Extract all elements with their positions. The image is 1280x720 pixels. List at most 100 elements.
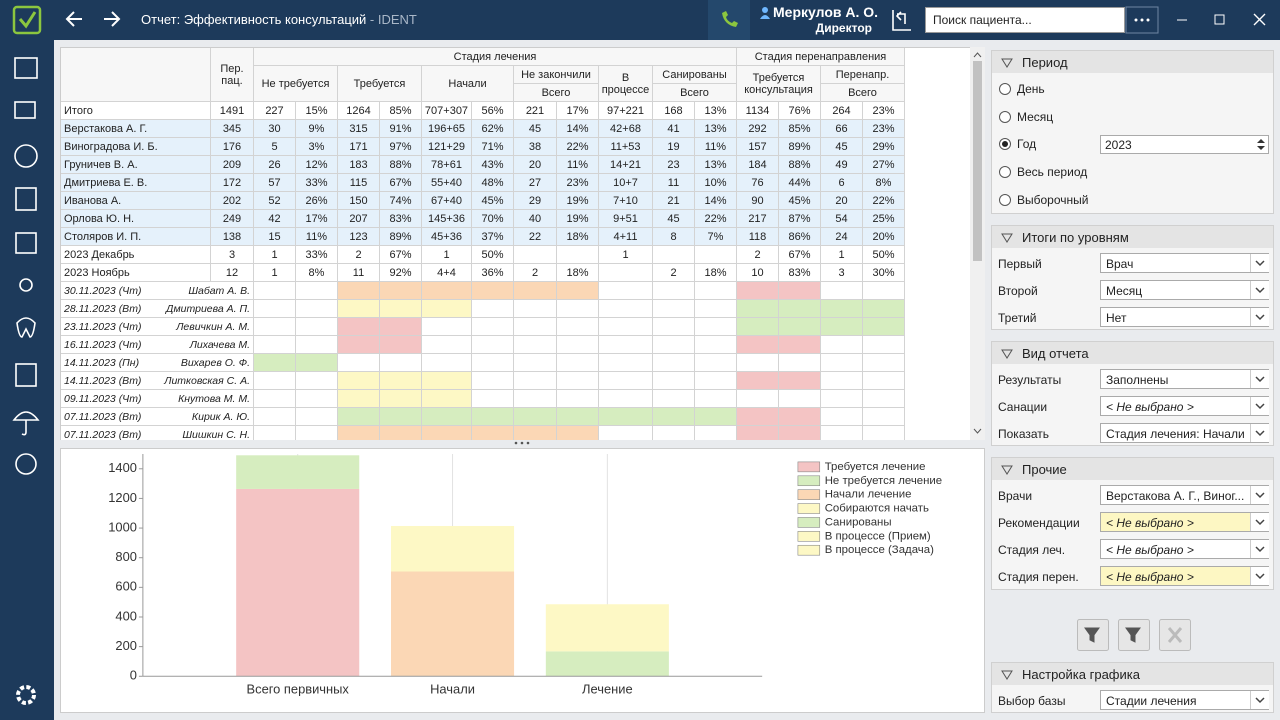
value-cell: 97+221 [599, 102, 653, 120]
maximize[interactable] [1214, 14, 1225, 25]
nav-insurance[interactable] [12, 411, 40, 436]
history-button[interactable] [892, 10, 911, 31]
back-button[interactable] [65, 11, 82, 27]
dropdown[interactable]: < Не выбрано > [1100, 396, 1269, 416]
detail-doctor: Шишкин С. Н. [182, 428, 250, 441]
patient-search[interactable]: Поиск пациента... [925, 7, 1125, 33]
nav-dental[interactable] [16, 317, 36, 338]
detail-date: 23.11.2023 (Чт) [64, 320, 142, 333]
radio-label[interactable]: Месяц [1017, 109, 1054, 124]
nav-schedule[interactable] [14, 57, 38, 79]
section-header[interactable]: Итоги по уровням [992, 226, 1273, 248]
user-name[interactable]: Меркулов А. О. [773, 4, 879, 20]
nav-tasks[interactable] [14, 101, 36, 119]
nav-docs[interactable] [15, 363, 37, 387]
status-cell [695, 336, 737, 354]
radio[interactable] [998, 110, 1012, 124]
radio-label[interactable]: Выборочный [1017, 192, 1089, 207]
header-cell: Перенапр. [821, 66, 905, 84]
status-cell [779, 318, 821, 336]
apply-filter[interactable] [1077, 619, 1109, 651]
value-cell: 115 [338, 174, 380, 192]
section-header[interactable]: Вид отчета [992, 342, 1273, 364]
collapse-icon[interactable] [1001, 670, 1013, 680]
dropdown[interactable]: < Не выбрано > [1100, 512, 1269, 532]
value-cell: 44% [779, 174, 821, 192]
dropdown-arrow[interactable] [1250, 486, 1269, 504]
y-tick-label: 400 [115, 608, 137, 623]
collapse-icon[interactable] [1001, 58, 1013, 68]
status-cell [514, 372, 557, 390]
dropdown[interactable]: < Не выбрано > [1100, 566, 1269, 586]
radio[interactable] [998, 165, 1012, 179]
field-label: Врачи [998, 489, 1033, 503]
status-cell [779, 300, 821, 318]
dropdown[interactable]: Врач [1100, 253, 1269, 273]
dropdown-arrow[interactable] [1250, 308, 1269, 326]
status-cell [653, 372, 695, 390]
value-cell: 168 [653, 102, 695, 120]
year-input[interactable]: 2023 [1100, 135, 1269, 154]
radio-label[interactable]: Год [1017, 137, 1037, 152]
collapse-icon[interactable] [1001, 233, 1013, 243]
scroll-arrows[interactable] [973, 52, 982, 434]
dropdown-arrow[interactable] [1250, 370, 1269, 388]
dropdown-arrow[interactable] [1250, 397, 1269, 415]
nav-settings[interactable] [16, 685, 36, 705]
dropdown[interactable]: Стадии лечения [1100, 690, 1269, 710]
section-header[interactable]: Настройка графика [992, 663, 1273, 685]
header-cell: Не требуется [254, 66, 338, 102]
phone-button[interactable] [708, 0, 750, 40]
dropdown-arrow[interactable] [1250, 540, 1269, 558]
nav-patients[interactable] [19, 278, 33, 292]
field-label: Санации [998, 400, 1048, 414]
radio[interactable] [998, 193, 1012, 207]
value-cell: 23% [557, 174, 599, 192]
close[interactable] [1253, 13, 1266, 26]
nav-finance[interactable] [14, 144, 38, 168]
dropdown-arrow[interactable] [1250, 254, 1269, 272]
dropdown-arrow[interactable] [1250, 424, 1269, 442]
radio-label[interactable]: День [1017, 82, 1045, 96]
dropdown-arrow[interactable] [1250, 691, 1269, 709]
scroll-thumb[interactable] [973, 61, 982, 261]
logo[interactable] [12, 5, 42, 35]
splitter[interactable] [510, 439, 534, 447]
nav-reports[interactable] [15, 232, 37, 254]
radio-label[interactable]: Весь период [1017, 165, 1088, 180]
more-button[interactable] [1125, 6, 1159, 34]
dropdown[interactable]: Верстакова А. Г., Виног... [1100, 485, 1269, 505]
status-cell [653, 282, 695, 300]
dropdown-arrow[interactable] [1250, 281, 1269, 299]
collapse-icon[interactable] [1001, 349, 1013, 359]
value-cell: 9+51 [599, 210, 653, 228]
scrollbar[interactable] [970, 47, 985, 440]
dropdown[interactable]: Стадия лечения: Начали [1100, 423, 1269, 443]
forward-button[interactable] [104, 11, 121, 27]
dot [1140, 18, 1144, 22]
radio[interactable] [998, 137, 1012, 151]
value-cell: 70% [472, 210, 514, 228]
clear-filter[interactable] [1118, 619, 1150, 651]
dropdown[interactable]: < Не выбрано > [1100, 539, 1269, 559]
section-header[interactable]: Период [992, 51, 1273, 73]
collapse-icon[interactable] [1001, 465, 1013, 475]
status-cell [254, 318, 296, 336]
nav-calc[interactable] [15, 187, 37, 211]
value-cell: 8 [653, 228, 695, 246]
value-cell: 33% [296, 246, 338, 264]
radio[interactable] [998, 82, 1012, 96]
dropdown-arrow[interactable] [1250, 567, 1269, 585]
dropdown[interactable]: Заполнены [1100, 369, 1269, 389]
dropdown[interactable]: Нет [1100, 307, 1269, 327]
status-cell [338, 282, 380, 300]
spinner[interactable] [1254, 136, 1268, 153]
dropdown-arrow[interactable] [1250, 513, 1269, 531]
section-title: Прочие [1022, 462, 1067, 477]
nav-payments[interactable] [15, 453, 37, 475]
section-header[interactable]: Прочие [992, 458, 1273, 480]
dropdown[interactable]: Месяц [1100, 280, 1269, 300]
status-cell [695, 408, 737, 426]
reset-filter[interactable] [1159, 619, 1191, 651]
